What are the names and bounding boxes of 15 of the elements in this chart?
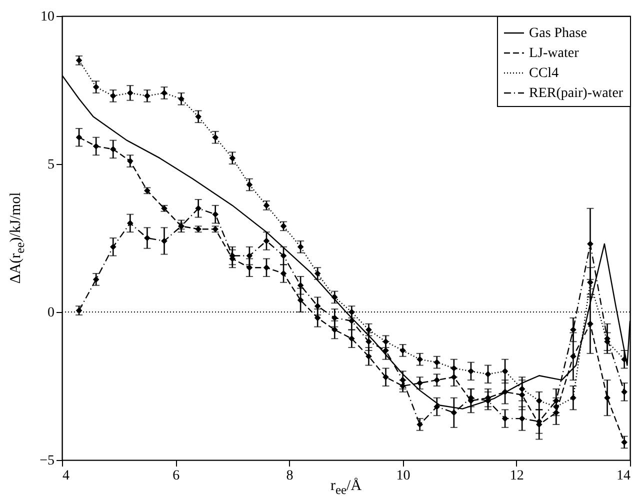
legend-label: LJ-water [529, 46, 580, 61]
y-tick-label: 10 [40, 10, 54, 24]
x-tick-label: 8 [286, 468, 294, 484]
legend-label: Gas Phase [529, 26, 587, 41]
x-tick-label: 14 [616, 468, 630, 484]
y-tick-label: 5 [48, 158, 54, 172]
legend-label: CCl4 [529, 66, 559, 81]
y-tick-label: 0 [48, 306, 54, 320]
y-tick-label: −5 [40, 454, 54, 468]
x-tick-label: 6 [172, 468, 180, 484]
x-axis-title: r$_{ee}$/Å [330, 478, 362, 498]
x-tick-label: 12 [510, 468, 524, 484]
x-tick-label: 4 [62, 468, 70, 484]
legend-label: RER(pair)-water [529, 86, 624, 101]
x-tick-label: 10 [396, 468, 410, 484]
